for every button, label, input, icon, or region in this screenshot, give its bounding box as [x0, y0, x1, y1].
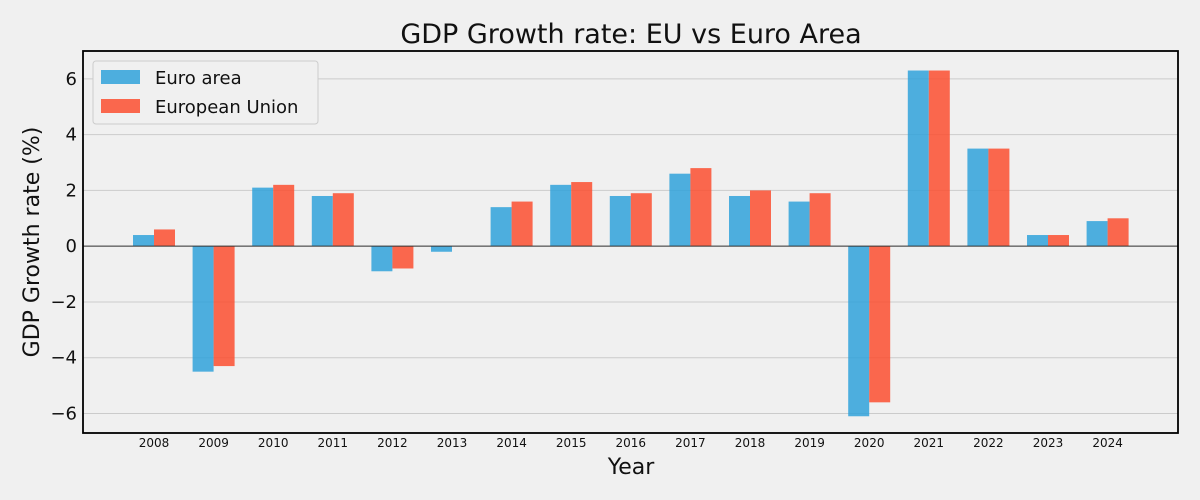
bar-euro-area-2008: [133, 235, 154, 247]
x-tick-label: 2015: [556, 436, 587, 450]
y-tick-label: −2: [50, 292, 77, 313]
bar-euro-area-2023: [1027, 235, 1048, 247]
legend-label-euro-area: Euro area: [155, 68, 242, 89]
x-tick-label: 2021: [914, 436, 945, 450]
bar-european-union-2011: [332, 193, 354, 247]
bar-euro-area-2014: [490, 207, 512, 247]
legend-box: [92, 60, 319, 125]
bar-european-union-2020: [869, 246, 891, 403]
bar-european-union-2010: [273, 184, 295, 247]
bar-euro-area-2009: [192, 246, 214, 372]
bar-euro-area-2022: [967, 148, 989, 247]
y-tick-label: 0: [66, 236, 77, 257]
bar-european-union-2008: [154, 229, 175, 247]
bar-european-union-2021: [928, 70, 950, 247]
x-tick-label: 2012: [377, 436, 408, 450]
bar-european-union-2016: [630, 193, 652, 247]
x-tick-label: 2014: [496, 436, 527, 450]
bar-euro-area-2012: [371, 246, 393, 272]
y-tick-label: −4: [50, 348, 77, 369]
x-axis-label: Year: [607, 455, 656, 480]
bar-european-union-2024: [1107, 218, 1129, 247]
bar-euro-area-2016: [609, 195, 631, 247]
x-tick-label: 2023: [1033, 436, 1064, 450]
y-axis-ticks: −6 −4 −2 0 2 4 6: [50, 69, 77, 425]
bar-european-union-2023: [1048, 235, 1069, 247]
bar-euro-area-2015: [550, 184, 572, 247]
x-tick-label: 2022: [973, 436, 1004, 450]
x-tick-label: 2016: [616, 436, 647, 450]
x-tick-label: 2011: [318, 436, 349, 450]
bar-euro-area-2011: [311, 195, 333, 247]
y-tick-label: 6: [66, 69, 77, 90]
bar-european-union-2012: [392, 246, 414, 269]
legend: Euro area European Union: [92, 60, 319, 125]
legend-label-european-union: European Union: [155, 97, 298, 118]
legend-swatch-euro-area: [101, 70, 140, 84]
x-axis-ticks: 2008 2009 2010 2011 2012 2013 2014 2015 2016 2017…: [139, 436, 1123, 450]
bar-euro-area-2010: [252, 187, 274, 247]
bar-european-union-2018: [750, 190, 771, 247]
bar-european-union-2009: [213, 246, 235, 367]
x-tick-label: 2009: [198, 436, 229, 450]
bar-euro-area-2017: [669, 173, 691, 247]
x-tick-label: 2020: [854, 436, 885, 450]
bar-european-union-2019: [809, 193, 831, 247]
plot-frame: [82, 50, 1179, 434]
y-tick-label: −6: [50, 403, 77, 424]
x-tick-label: 2018: [735, 436, 766, 450]
chart-title: GDP Growth rate: EU vs Euro Area: [400, 19, 861, 50]
y-axis-label: GDP Growth rate (%): [20, 127, 45, 358]
bar-euro-area-2021: [907, 70, 929, 247]
bar-euro-area-2020: [848, 246, 870, 417]
bar-euro-area-2018: [729, 195, 750, 247]
x-tick-label: 2017: [675, 436, 706, 450]
bar-european-union-2022: [988, 148, 1010, 247]
bars: [133, 70, 1129, 417]
x-tick-label: 2010: [258, 436, 289, 450]
x-tick-label: 2019: [794, 436, 825, 450]
y-tick-label: 4: [66, 125, 77, 146]
bar-european-union-2015: [571, 182, 593, 247]
x-tick-label: 2013: [437, 436, 468, 450]
bar-euro-area-2019: [788, 201, 810, 247]
bar-euro-area-2024: [1086, 221, 1108, 247]
bar-european-union-2017: [690, 168, 712, 247]
legend-swatch-european-union: [101, 99, 140, 113]
bar-euro-area-2013: [431, 246, 452, 252]
x-tick-label: 2024: [1092, 436, 1123, 450]
x-tick-label: 2008: [139, 436, 170, 450]
y-tick-label: 2: [66, 180, 77, 201]
bar-european-union-2014: [511, 201, 533, 247]
